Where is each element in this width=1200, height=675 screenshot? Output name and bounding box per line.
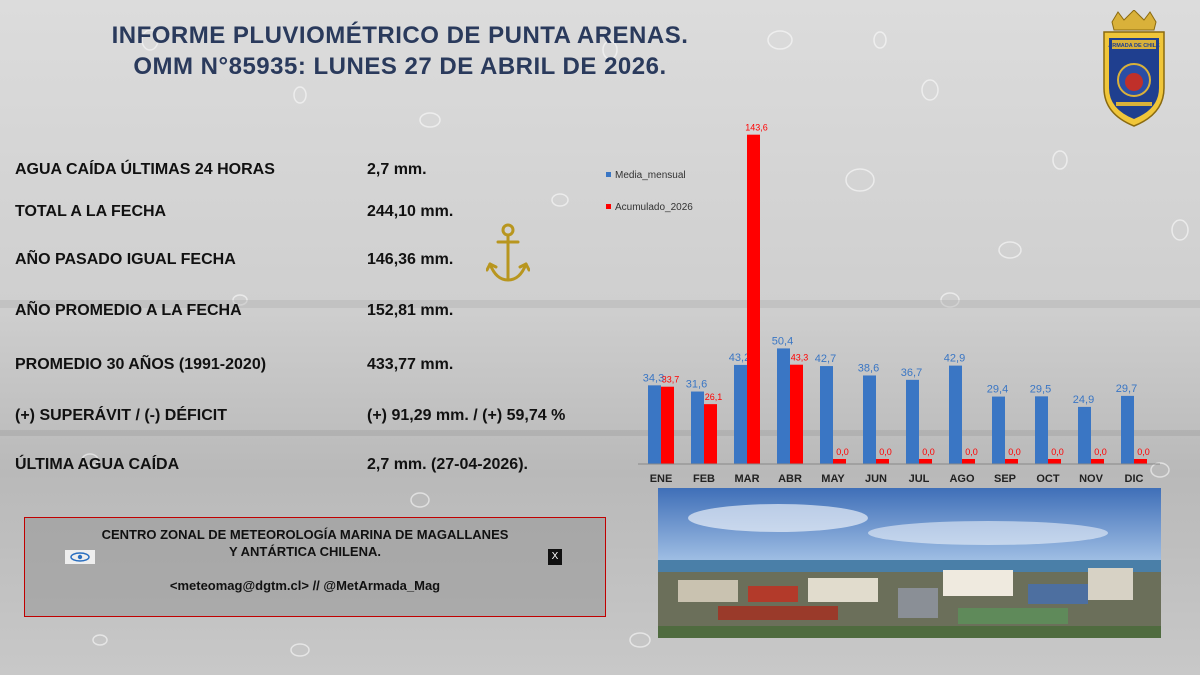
navy-shield-icon: ARMADA DE CHILE — [1103, 10, 1165, 127]
stat-label: PROMEDIO 30 AÑOS (1991-2020) — [15, 356, 267, 373]
city-photo — [658, 488, 1161, 638]
x-tick-label: MAY — [821, 473, 845, 485]
bar-acumulado_2026-ene — [661, 386, 674, 464]
x-tick-label: SEP — [994, 473, 1016, 485]
bar-acumulado_2026-sep — [1005, 459, 1018, 464]
stat-label: (+) SUPERÁVIT / (-) DÉFICIT — [15, 407, 227, 424]
stat-value: 152,81 mm. — [367, 302, 454, 319]
legend-swatch — [606, 204, 611, 209]
data-label: 42,7 — [815, 353, 836, 365]
x-tick-label: JUN — [865, 473, 887, 485]
stat-label: AGUA CAÍDA ÚLTIMAS 24 HORAS — [15, 161, 275, 178]
contact-box: CENTRO ZONAL DE METEOROLOGÍA MARINA DE M… — [24, 517, 606, 617]
bar-media_mensual-sep — [992, 396, 1005, 464]
x-tick-label: DIC — [1125, 473, 1144, 485]
stat-value: 146,36 mm. — [367, 251, 454, 268]
x-tick-label: MAR — [734, 473, 759, 485]
x-tick-label: ABR — [778, 473, 802, 485]
bar-acumulado_2026-may — [833, 459, 846, 464]
legend-label: Media_mensual — [615, 170, 686, 181]
bar-media_mensual-jul — [906, 379, 919, 464]
legend-label: Acumulado_2026 — [615, 202, 693, 213]
data-label: 34,3 — [643, 372, 664, 384]
bar-acumulado_2026-nov — [1091, 459, 1104, 464]
data-label: 0,0 — [965, 447, 978, 457]
x-tick-label: OCT — [1036, 473, 1060, 485]
bar-media_mensual-ago — [949, 365, 962, 464]
stat-value: 2,7 mm. (27-04-2026). — [367, 456, 528, 473]
bar-media_mensual-feb — [691, 391, 704, 464]
bar-acumulado_2026-abr — [790, 364, 803, 464]
bar-media_mensual-abr — [777, 348, 790, 464]
x-tick-label: ENE — [650, 473, 673, 485]
data-label: 29,7 — [1116, 383, 1137, 395]
logo-text: ARMADA DE CHILE — [1108, 43, 1160, 49]
legend-swatch — [606, 172, 611, 177]
organization-name: CENTRO ZONAL DE METEOROLOGÍA MARINA DE M… — [25, 526, 585, 560]
data-label: 38,6 — [858, 362, 879, 374]
bar-media_mensual-dic — [1121, 395, 1134, 464]
data-label: 0,0 — [836, 447, 849, 457]
stat-label: TOTAL A LA FECHA — [15, 203, 167, 220]
x-tick-label: NOV — [1079, 473, 1104, 485]
bar-acumulado_2026-ago — [962, 459, 975, 464]
data-label: 0,0 — [1094, 447, 1107, 457]
bar-acumulado_2026-feb — [704, 404, 717, 464]
report-title-line1: INFORME PLUVIOMÉTRICO DE PUNTA ARENAS. — [111, 22, 689, 49]
stat-value: (+) 91,29 mm. / (+) 59,74 % — [367, 407, 566, 424]
stat-value: 2,7 mm. — [367, 161, 427, 178]
data-label: 0,0 — [1051, 447, 1064, 457]
data-label: 29,4 — [987, 384, 1008, 396]
rainfall-chart: Media_mensual Acumulado_2026 34,333,7 ENE 3… — [606, 123, 1160, 485]
data-label: 50,4 — [772, 335, 793, 347]
bar-media_mensual-jun — [863, 375, 876, 464]
data-label: 0,0 — [1137, 447, 1150, 457]
data-label: 42,9 — [944, 353, 965, 365]
data-label: 0,0 — [1008, 447, 1021, 457]
bar-media_mensual-oct — [1035, 396, 1048, 464]
data-label: 43,2 — [729, 352, 750, 364]
organization-line1: CENTRO ZONAL DE METEOROLOGÍA MARINA DE M… — [101, 527, 509, 542]
bar-media_mensual-ene — [648, 385, 661, 464]
bar-acumulado_2026-jul — [919, 459, 932, 464]
data-label: 24,9 — [1073, 394, 1094, 406]
data-label: 0,0 — [922, 447, 935, 457]
contact-line[interactable]: <meteomag@dgtm.cl> // @MetArmada_Mag — [169, 578, 441, 593]
bar-acumulado_2026-oct — [1048, 459, 1061, 464]
stat-label: AÑO PASADO IGUAL FECHA — [15, 251, 236, 268]
x-tick-label: JUL — [909, 473, 930, 485]
bar-acumulado_2026-dic — [1134, 459, 1147, 464]
data-label: 43,3 — [791, 353, 809, 363]
bar-acumulado_2026-mar — [747, 134, 760, 464]
anchor-icon — [486, 223, 530, 282]
stat-label: AÑO PROMEDIO A LA FECHA — [15, 302, 242, 319]
data-label: 0,0 — [879, 447, 892, 457]
data-label: 33,7 — [662, 375, 680, 385]
data-label: 26,1 — [705, 392, 723, 402]
data-label: 143,6 — [745, 123, 768, 133]
stat-value: 244,10 mm. — [367, 203, 454, 220]
x-tick-label: AGO — [949, 473, 975, 485]
data-label: 29,5 — [1030, 383, 1051, 395]
bar-acumulado_2026-jun — [876, 459, 889, 464]
eye-icon — [65, 550, 95, 564]
x-twitter-icon[interactable]: X — [548, 549, 562, 565]
organization-line2: Y ANTÁRTICA CHILENA. — [229, 544, 381, 559]
bar-media_mensual-may — [820, 366, 833, 464]
x-tick-label: FEB — [693, 473, 715, 485]
data-label: 36,7 — [901, 367, 922, 379]
bar-media_mensual-mar — [734, 364, 747, 464]
stat-value: 433,77 mm. — [367, 356, 454, 373]
report-title: INFORME PLUVIOMÉTRICO DE PUNTA ARENAS. O… — [60, 20, 740, 82]
data-label: 31,6 — [686, 379, 707, 391]
report-title-line2: OMM N°85935: LUNES 27 DE ABRIL DE 2026. — [133, 53, 667, 80]
bar-media_mensual-nov — [1078, 406, 1091, 464]
stat-label: ÚLTIMA AGUA CAÍDA — [15, 456, 180, 473]
